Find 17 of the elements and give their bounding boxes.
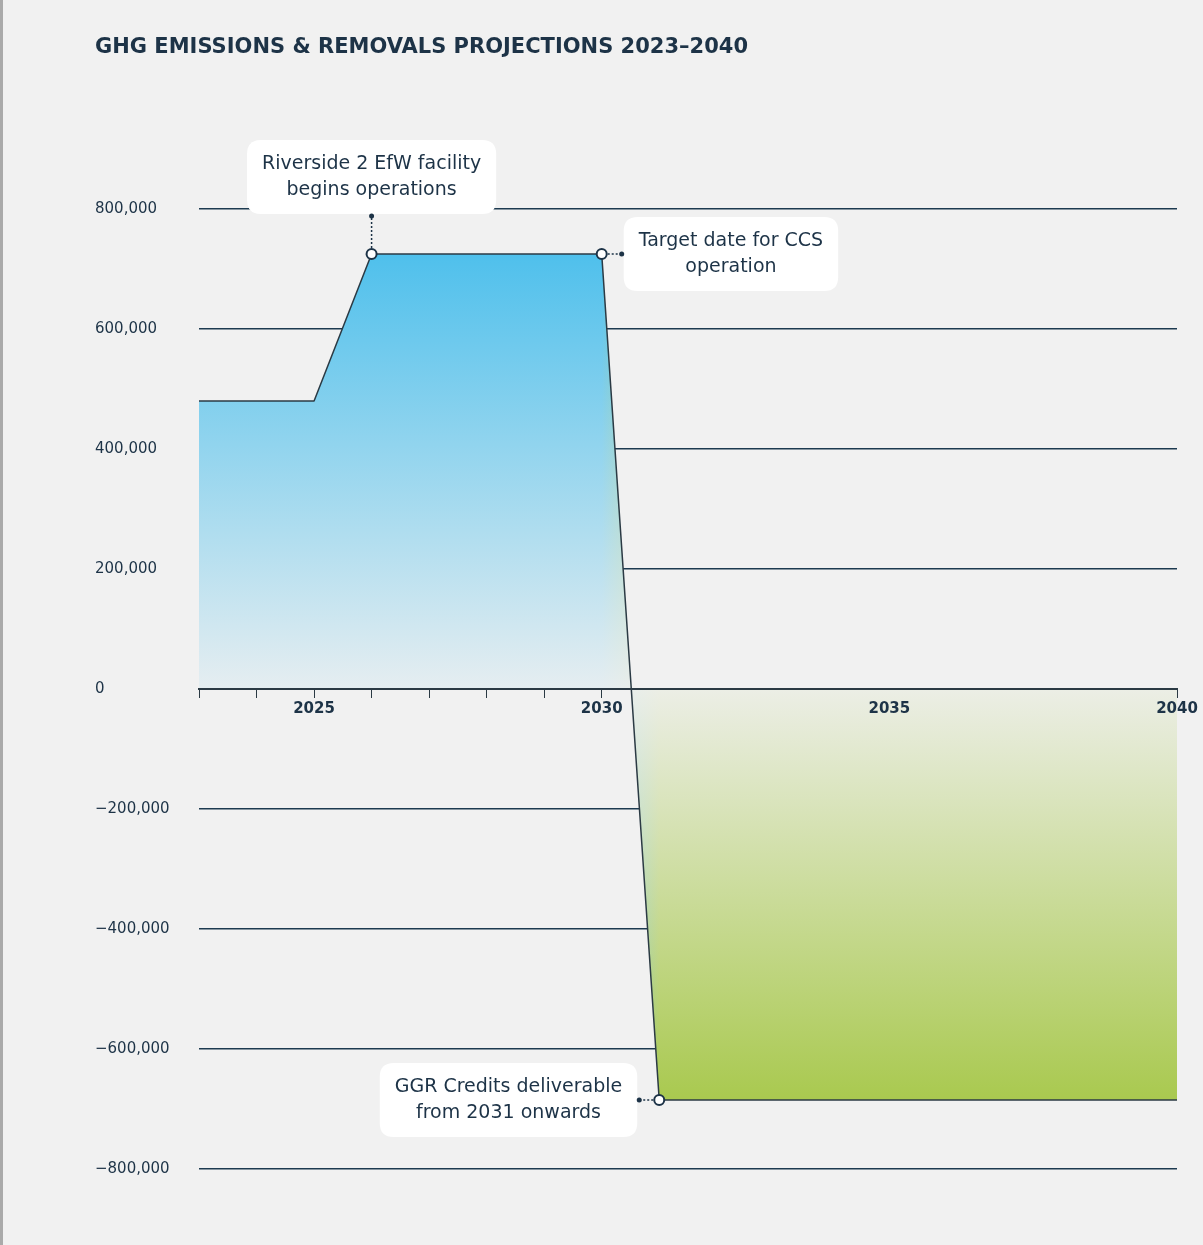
y-tick-label: 200,000 [95,558,158,577]
y-tick-label: 600,000 [95,318,158,337]
y-tick-label: −600,000 [95,1038,170,1057]
y-tick-label: −400,000 [95,918,170,937]
x-tick-label: 2040 [1156,698,1198,717]
y-tick-label: 800,000 [95,198,158,217]
y-tick-label: 0 [95,678,105,697]
y-tick-label: −800,000 [95,1158,170,1177]
x-tick-label: 2025 [293,698,335,717]
y-tick-label: 400,000 [95,438,158,457]
y-tick-label: −200,000 [95,798,170,817]
x-tick-label: 2030 [580,698,623,717]
x-tick-label: 2035 [868,698,911,717]
annotation: Target date for CCS operation [637,227,824,276]
annotation: Riverside 2 EfW facility begins operations [262,150,482,199]
chart-title: GHG EMISSIONS & REMOVALS PROJECTIONS 2023–2040 [95,34,748,58]
annotation: GGR Credits deliverable from 2031 onwards [394,1073,623,1122]
